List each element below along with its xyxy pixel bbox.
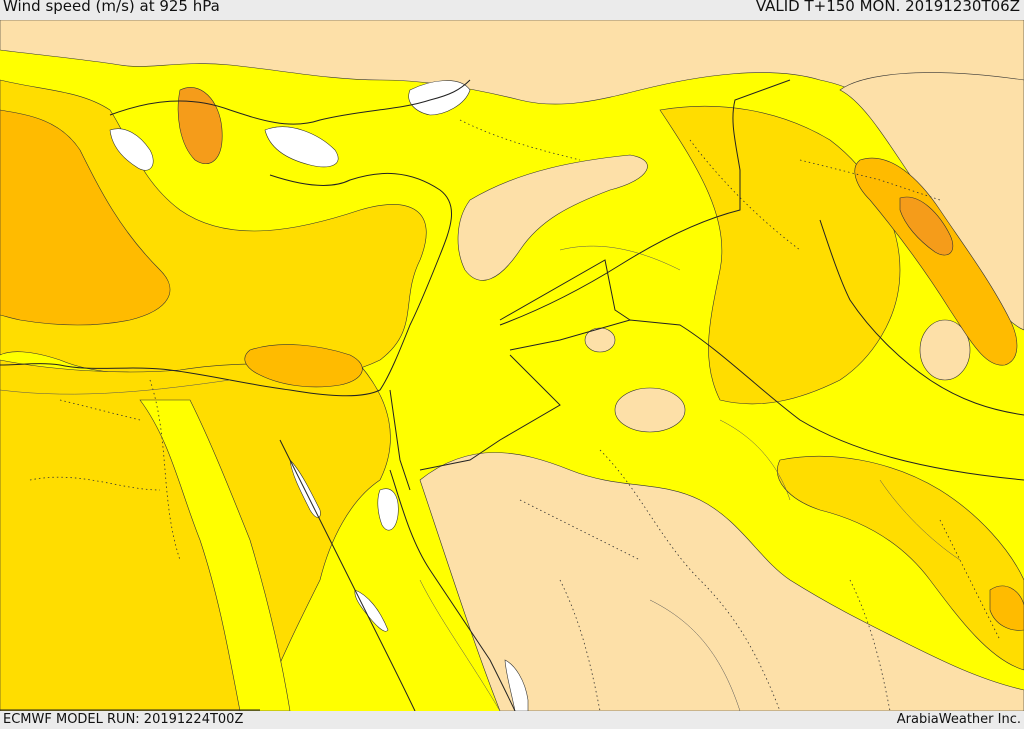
border-jordan: [419, 259, 631, 471]
band-10-15-iraq: [659, 106, 901, 405]
border-egypt: [389, 389, 411, 491]
band-calm-blob: [614, 387, 686, 433]
calm-sea-aegean: [109, 128, 154, 171]
calm-sea-red-sea: [354, 589, 389, 632]
border-iraq-saudi: [499, 79, 791, 326]
wind-speed-map: [0, 20, 1024, 711]
band-calm-blob: [584, 327, 616, 353]
valid-time: VALID T+150 MON. 20191230T06Z: [755, 0, 1020, 15]
band-calm-arabia: [419, 452, 1024, 711]
calm-sea-gulf-aqaba: [377, 488, 399, 531]
band-15-20-se: [989, 585, 1024, 631]
band-20-25-zagros: [899, 196, 954, 256]
band-10-15-gulf: [777, 456, 1024, 671]
header-bar: Wind speed (m/s) at 925 hPa VALID T+150 …: [0, 0, 1024, 20]
band-15-20-iraq: [854, 157, 1018, 366]
coastline-gulf: [819, 219, 1024, 416]
band-calm-blob: [919, 319, 971, 381]
band-calm-syria: [457, 154, 648, 281]
calm-sea-red-sea-s: [504, 659, 529, 711]
coastline-red-sea-west: [279, 439, 416, 711]
coastline-levant: [0, 172, 453, 397]
coastline-anatolia: [109, 79, 471, 125]
band-15-20-levant: [244, 344, 363, 388]
contour-lines: [0, 245, 961, 711]
coastline-red-sea-east: [389, 469, 516, 711]
map-title: Wind speed (m/s) at 925 hPa: [3, 0, 220, 15]
band-20-25-aegean: [177, 87, 223, 165]
band-15-20-med: [0, 109, 171, 326]
calm-sea-cyprus: [264, 126, 339, 168]
credit: ArabiaWeather Inc.: [896, 712, 1021, 727]
band-10-15-egypt: [0, 359, 391, 711]
model-run: ECMWF MODEL RUN: 20191224T00Z: [3, 712, 244, 727]
band-calm-nile: [139, 399, 291, 711]
admin-boundaries: [29, 119, 1001, 711]
footer-bar: ECMWF MODEL RUN: 20191224T00Z ArabiaWeat…: [0, 711, 1024, 729]
border-jordan-saudi: [509, 319, 1024, 481]
